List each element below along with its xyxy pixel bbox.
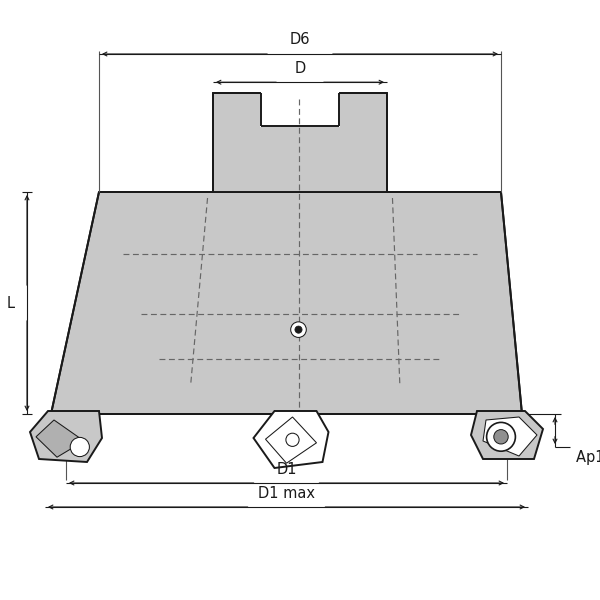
Polygon shape — [471, 411, 543, 459]
Polygon shape — [254, 411, 329, 468]
Polygon shape — [265, 417, 317, 463]
Circle shape — [290, 322, 307, 337]
Text: Ap1 max: Ap1 max — [576, 450, 600, 465]
Polygon shape — [51, 192, 522, 414]
Circle shape — [295, 326, 302, 333]
Polygon shape — [36, 420, 84, 457]
Circle shape — [494, 430, 508, 444]
Polygon shape — [30, 411, 102, 462]
Text: D1 max: D1 max — [258, 486, 315, 501]
Polygon shape — [483, 417, 537, 456]
Circle shape — [70, 437, 89, 457]
Text: D6: D6 — [290, 32, 310, 47]
Text: D1: D1 — [276, 462, 297, 477]
Circle shape — [487, 422, 515, 451]
Circle shape — [286, 433, 299, 446]
Polygon shape — [261, 90, 339, 126]
Text: L: L — [6, 295, 14, 311]
Text: D: D — [295, 61, 305, 76]
Polygon shape — [213, 93, 387, 192]
